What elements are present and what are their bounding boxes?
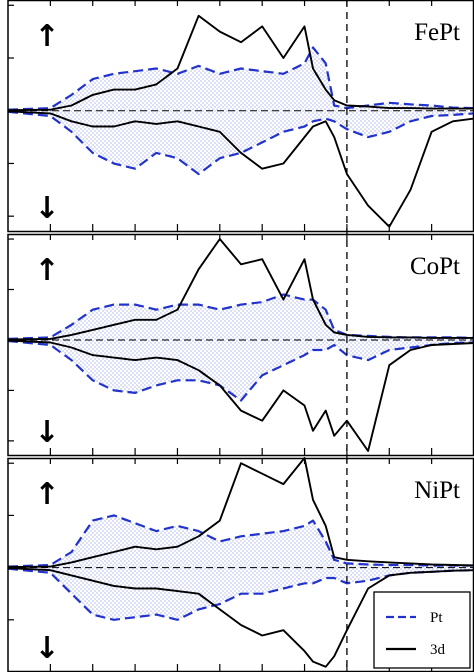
panel-label: NiPt	[414, 477, 460, 504]
series-3d-up	[7, 14, 474, 112]
series-pt-up	[7, 514, 474, 568]
spin-down-arrow-icon: ↓	[34, 415, 59, 450]
panel-label: CoPt	[410, 253, 460, 280]
series-pt-up	[7, 46, 474, 111]
legend-box	[373, 591, 471, 669]
series-pt-up	[7, 293, 474, 340]
panel-label: FePt	[414, 19, 460, 46]
legend: Pt 3d	[373, 591, 471, 669]
panels-layer: FePt ↑ ↓ CoPt ↑ ↓ NiPt ↑ ↓ Pt 3d	[7, 0, 474, 672]
spin-down-arrow-icon: ↓	[34, 191, 59, 226]
spin-down-arrow-icon: ↓	[34, 631, 59, 666]
pt-dos-fill	[8, 294, 474, 401]
series-3d-down	[7, 567, 474, 668]
series-pt-down	[7, 339, 474, 402]
series-pt-down	[7, 110, 474, 176]
panel-copt: CoPt ↑ ↓	[7, 233, 474, 457]
spin-up-arrow-icon: ↑	[34, 253, 59, 288]
series-3d-down	[7, 110, 474, 228]
series-3d-up	[7, 238, 474, 341]
spin-up-arrow-icon: ↑	[34, 477, 59, 512]
legend-label-pt: Pt	[430, 610, 443, 626]
legend-label-3d: 3d	[430, 642, 446, 658]
series-3d-up	[7, 457, 474, 569]
series-3d-down	[7, 339, 474, 452]
spin-up-arrow-icon: ↑	[34, 19, 59, 54]
panel-fept: FePt ↑ ↓	[7, 0, 474, 233]
